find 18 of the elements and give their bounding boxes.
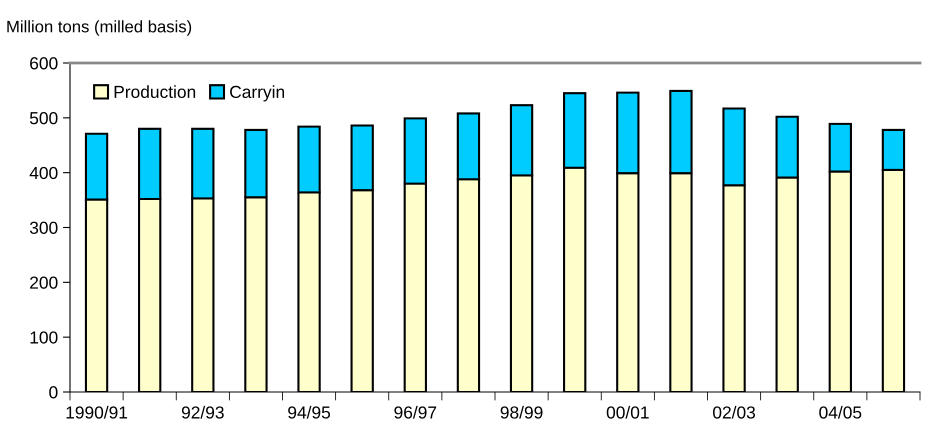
- x-tick-label: 92/93: [182, 406, 224, 419]
- x-tick-label: 96/97: [394, 406, 436, 419]
- y-tick-label: 100: [30, 331, 58, 344]
- y-tick-label: 0: [49, 386, 58, 398]
- y-tick-label: 400: [30, 166, 58, 180]
- x-tick-label: 02/03: [713, 406, 756, 419]
- x-tick-label: 1990/91: [66, 406, 128, 419]
- x-tick-label: 04/05: [819, 406, 862, 419]
- y-tick-label: 200: [30, 276, 58, 289]
- y-tick-label: 600: [30, 57, 58, 70]
- y-tick-label: 500: [30, 112, 58, 124]
- y-axis-title: Million tons (milled basis): [7, 20, 192, 36]
- y-tick-label: 300: [30, 222, 58, 234]
- legend-label: Production: [114, 85, 196, 98]
- x-tick-label: 98/99: [500, 406, 542, 419]
- x-tick-label: 94/95: [288, 406, 330, 419]
- x-tick-label: 00/01: [606, 406, 649, 419]
- legend-label: Carryin: [230, 85, 284, 102]
